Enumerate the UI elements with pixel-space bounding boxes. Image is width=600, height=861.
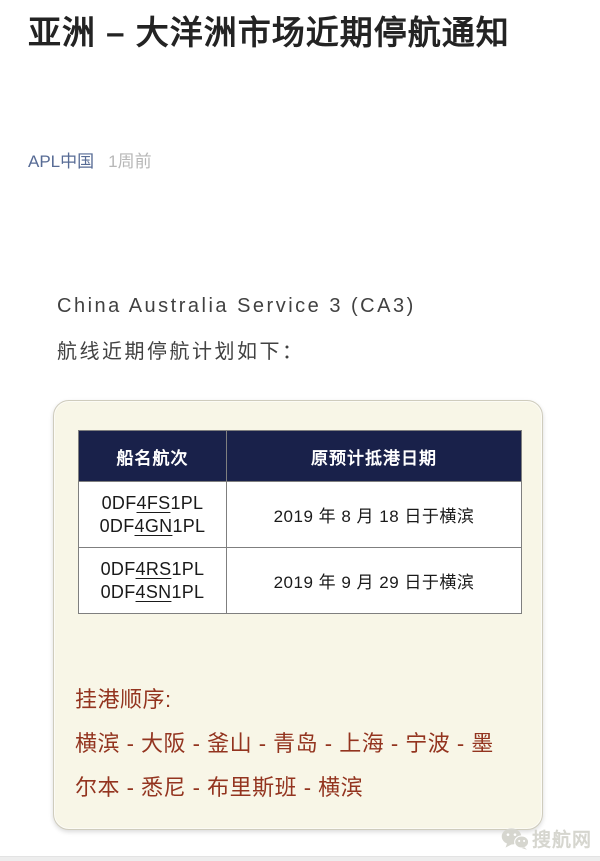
table-header-row: 船名航次 原预计抵港日期 [78,430,522,482]
publish-time: 1周前 [108,152,152,171]
wechat-icon [501,827,529,850]
page-title: 亚洲 – 大洋洲市场近期停航通知 [28,14,510,51]
port-rotation-line-1: 横滨 - 大阪 - 釜山 - 青岛 - 上海 - 宁波 - 墨 [75,731,494,756]
suspension-schedule-table: 船名航次 原预计抵港日期 0DF4FS1PL 0DF4GN1PL 2019 年 … [78,430,522,614]
intro-paragraph: China Australia Service 3 (CA3) 航线近期停航计划… [57,283,529,375]
author-link[interactable]: APL中国 [28,152,95,171]
eta-date: 2019 年 8 月 18 日于横滨 [273,507,475,526]
vessel-voyage-cell: 0DF4RS1PL 0DF4SN1PL [78,547,227,614]
eta-cell: 2019 年 9 月 29 日于横滨 [226,547,522,614]
port-rotation-label: 挂港顺序: [75,687,172,712]
watermark-text: 搜航网 [531,830,592,851]
eta-date: 2019 年 9 月 29 日于横滨 [273,573,475,592]
header-vessel-voyage: 船名航次 [78,430,227,482]
vessel-code: 0DF4FS1PL [101,492,204,513]
port-rotation-line-2: 尔本 - 悉尼 - 布里斯班 - 横滨 [75,775,364,800]
table-row: 0DF4FS1PL 0DF4GN1PL 2019 年 8 月 18 日于横滨 [78,481,522,548]
header-original-eta: 原预计抵港日期 [226,430,522,482]
eta-cell: 2019 年 8 月 18 日于横滨 [226,481,522,548]
vessel-code: 0DF4GN1PL [99,515,206,536]
vessel-code: 0DF4RS1PL [100,558,205,579]
port-rotation: 挂港顺序: 横滨 - 大阪 - 釜山 - 青岛 - 上海 - 宁波 - 墨 尔本… [75,678,533,810]
article-meta: APL中国 1周前 [28,147,152,172]
vessel-code: 0DF4SN1PL [100,581,205,602]
suspension-notice-card: 船名航次 原预计抵港日期 0DF4FS1PL 0DF4GN1PL 2019 年 … [53,400,543,830]
intro-line-2: 航线近期停航计划如下： [57,341,305,363]
bottom-divider [0,856,600,861]
vessel-voyage-cell: 0DF4FS1PL 0DF4GN1PL [78,481,227,548]
intro-line-1: China Australia Service 3 (CA3) [57,295,416,317]
watermark: 搜航网 [501,825,592,852]
table-row: 0DF4RS1PL 0DF4SN1PL 2019 年 9 月 29 日于横滨 [78,547,522,614]
